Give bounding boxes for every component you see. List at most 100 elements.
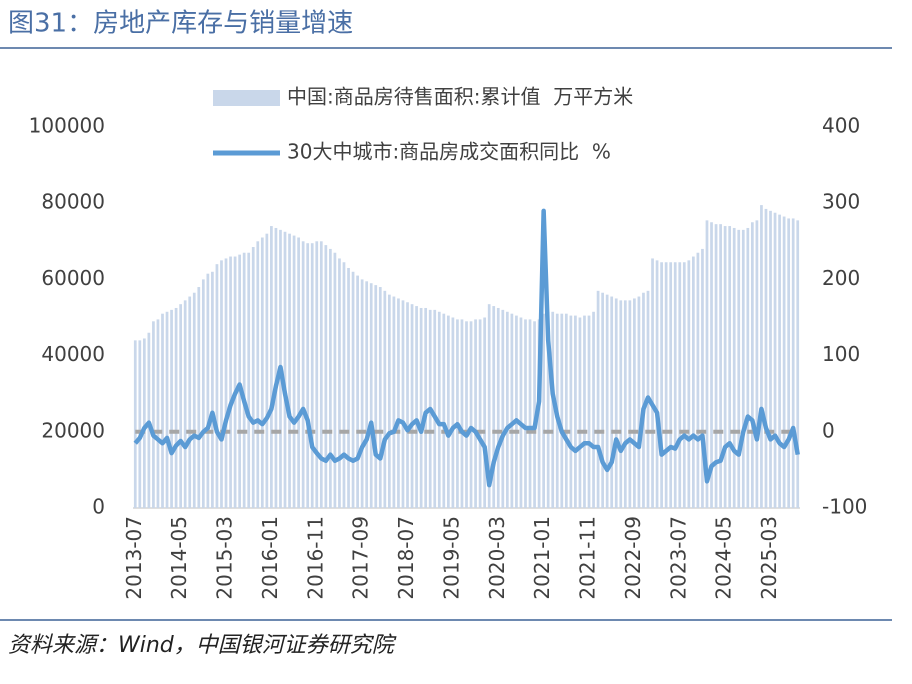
- y-tick-label: 20000: [41, 418, 105, 442]
- bar: [705, 220, 709, 508]
- bar: [592, 311, 595, 508]
- x-tick-label: 2015-03: [213, 516, 237, 600]
- bar: [206, 273, 210, 508]
- bar: [651, 258, 654, 508]
- bar: [410, 304, 414, 508]
- bar: [492, 306, 496, 508]
- bar: [610, 296, 614, 508]
- bar: [769, 210, 772, 508]
- bar: [460, 319, 464, 508]
- bar: [787, 218, 791, 508]
- bar: [682, 262, 686, 508]
- bar: [664, 262, 668, 508]
- x-tick-label: 2016-11: [303, 516, 327, 600]
- bar: [728, 226, 732, 508]
- bar: [623, 300, 627, 508]
- bar: [329, 248, 332, 509]
- y2-tick-label: 200: [822, 266, 860, 290]
- bar: [197, 287, 201, 508]
- bar: [201, 279, 205, 508]
- bar: [338, 258, 341, 508]
- bar: [605, 294, 609, 508]
- bar: [360, 279, 364, 508]
- bar: [251, 247, 255, 508]
- bar: [701, 248, 704, 509]
- bar: [356, 275, 359, 508]
- bar: [660, 262, 663, 508]
- legend-label: 30大中城市:商品房成交面积同比 %: [287, 140, 611, 164]
- bar: [628, 300, 632, 508]
- bar: [519, 317, 523, 508]
- bar: [569, 315, 573, 508]
- bar: [152, 321, 155, 508]
- bar: [397, 298, 400, 508]
- bar: [669, 262, 673, 508]
- bar: [773, 212, 777, 508]
- bar: [192, 292, 196, 508]
- bar: [528, 319, 532, 508]
- bar: [220, 260, 223, 508]
- bar: [764, 208, 768, 509]
- bar: [138, 340, 142, 508]
- bar: [424, 307, 428, 508]
- bar: [401, 300, 405, 508]
- bar: [369, 283, 373, 508]
- y2-tick-label: 300: [822, 190, 860, 214]
- bar: [260, 237, 264, 509]
- bar: [292, 235, 296, 508]
- bar: [224, 258, 228, 508]
- bar: [306, 243, 310, 508]
- bar: [229, 256, 232, 508]
- bar: [469, 321, 473, 508]
- bar: [496, 307, 500, 508]
- bar: [256, 241, 260, 509]
- bar: [778, 214, 781, 508]
- bar: [319, 241, 323, 509]
- bar: [315, 241, 319, 509]
- bar: [233, 256, 237, 508]
- bar: [714, 224, 718, 508]
- bar: [524, 319, 527, 508]
- bar: [564, 313, 568, 508]
- y-tick-label: 0: [92, 495, 105, 519]
- bar: [147, 332, 151, 508]
- bar: [347, 267, 350, 508]
- bar: [215, 264, 219, 508]
- bar: [288, 233, 291, 508]
- bar: [587, 315, 591, 508]
- bar: [487, 304, 491, 508]
- x-tick-label: 2025-03: [757, 516, 781, 600]
- bar: [419, 307, 423, 508]
- bar: [242, 252, 246, 508]
- bar: [551, 311, 555, 508]
- y2-tick-label: 400: [822, 114, 860, 138]
- x-tick-label: 2019-05: [439, 516, 463, 600]
- x-tick-label: 2013-07: [122, 516, 146, 600]
- bar: [170, 309, 173, 508]
- bar: [692, 256, 695, 508]
- bar: [188, 296, 192, 508]
- x-tick-label: 2017-09: [349, 516, 373, 600]
- bar: [283, 231, 287, 508]
- bar: [174, 307, 178, 508]
- bar: [601, 292, 604, 508]
- bar: [782, 216, 786, 508]
- x-tick-label: 2021-11: [576, 516, 600, 600]
- x-tick-label: 2016-01: [258, 516, 282, 600]
- bar: [211, 271, 214, 508]
- bar: [451, 317, 455, 508]
- y2-tick-label: -100: [822, 495, 867, 519]
- bar: [574, 315, 577, 508]
- bar: [583, 315, 586, 508]
- bar: [710, 222, 713, 508]
- x-tick-label: 2023-07: [666, 516, 690, 600]
- bar: [760, 205, 763, 509]
- x-tick-label: 2018-07: [394, 516, 418, 600]
- bar: [637, 296, 641, 508]
- x-tick-label: 2024-05: [712, 516, 736, 600]
- bar: [406, 302, 409, 508]
- bar: [614, 298, 618, 508]
- bar: [465, 321, 468, 508]
- y2-tick-label: 0: [822, 418, 835, 442]
- bar: [746, 227, 750, 508]
